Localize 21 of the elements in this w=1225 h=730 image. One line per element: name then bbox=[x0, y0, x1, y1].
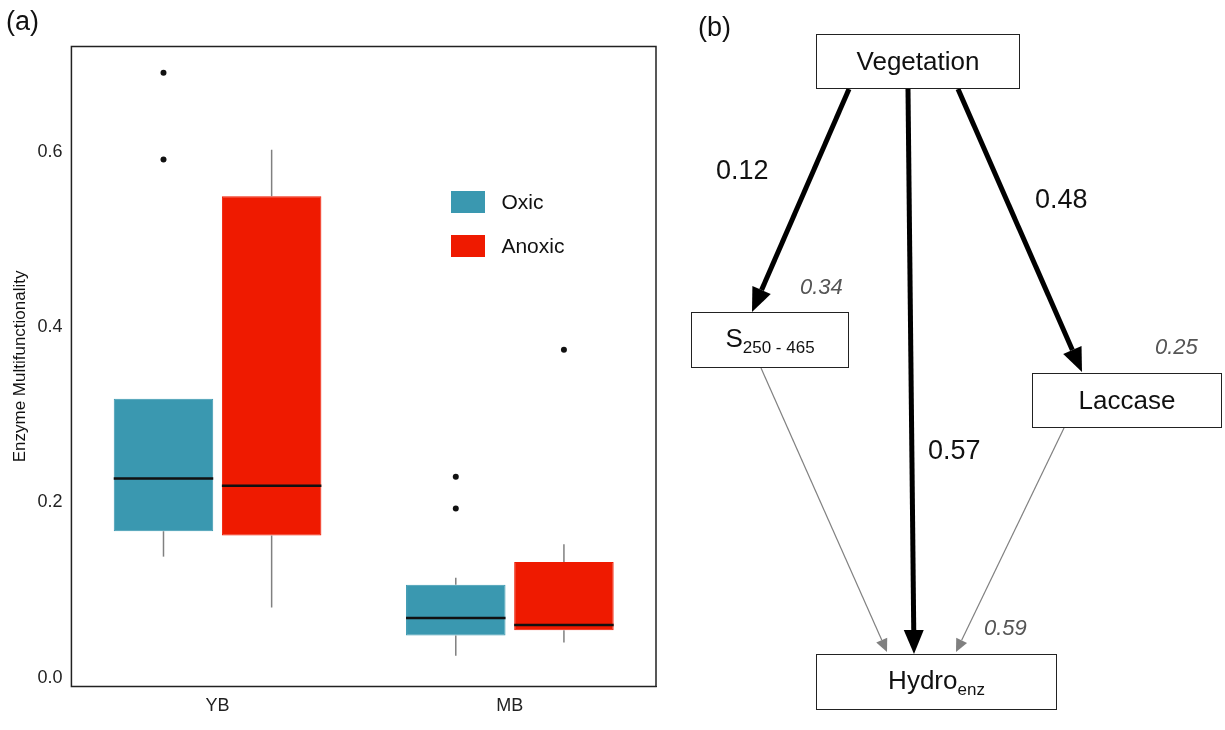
y-tick-label: 0.2 bbox=[37, 491, 63, 512]
legend-label: Anoxic bbox=[501, 233, 565, 258]
y-axis-title: Enzyme Multifunctionality bbox=[9, 270, 29, 463]
legend-label: Oxic bbox=[501, 189, 544, 214]
text: Vegetation bbox=[856, 46, 980, 77]
x-tick-label: MB bbox=[496, 695, 524, 716]
text: (b) bbox=[698, 12, 731, 43]
y-tick-label: 0.0 bbox=[37, 666, 63, 687]
y-tick-label: 0.6 bbox=[37, 140, 63, 161]
text: 0.34 bbox=[800, 274, 843, 300]
x-tick-label: YB bbox=[205, 695, 230, 716]
text: 0.59 bbox=[984, 615, 1027, 641]
text: 0.12 bbox=[716, 155, 769, 186]
text: S$_{250 - 465}$ bbox=[725, 322, 815, 358]
text: 0.57 bbox=[928, 435, 981, 466]
y-tick-label: 0.4 bbox=[37, 315, 63, 336]
text: 0.25 bbox=[1155, 334, 1198, 360]
chart-title: (a) bbox=[6, 5, 39, 36]
text: Hydro$_{enz}$ bbox=[888, 664, 985, 700]
text: Laccase bbox=[1078, 385, 1176, 416]
text: 0.48 bbox=[1035, 184, 1088, 215]
